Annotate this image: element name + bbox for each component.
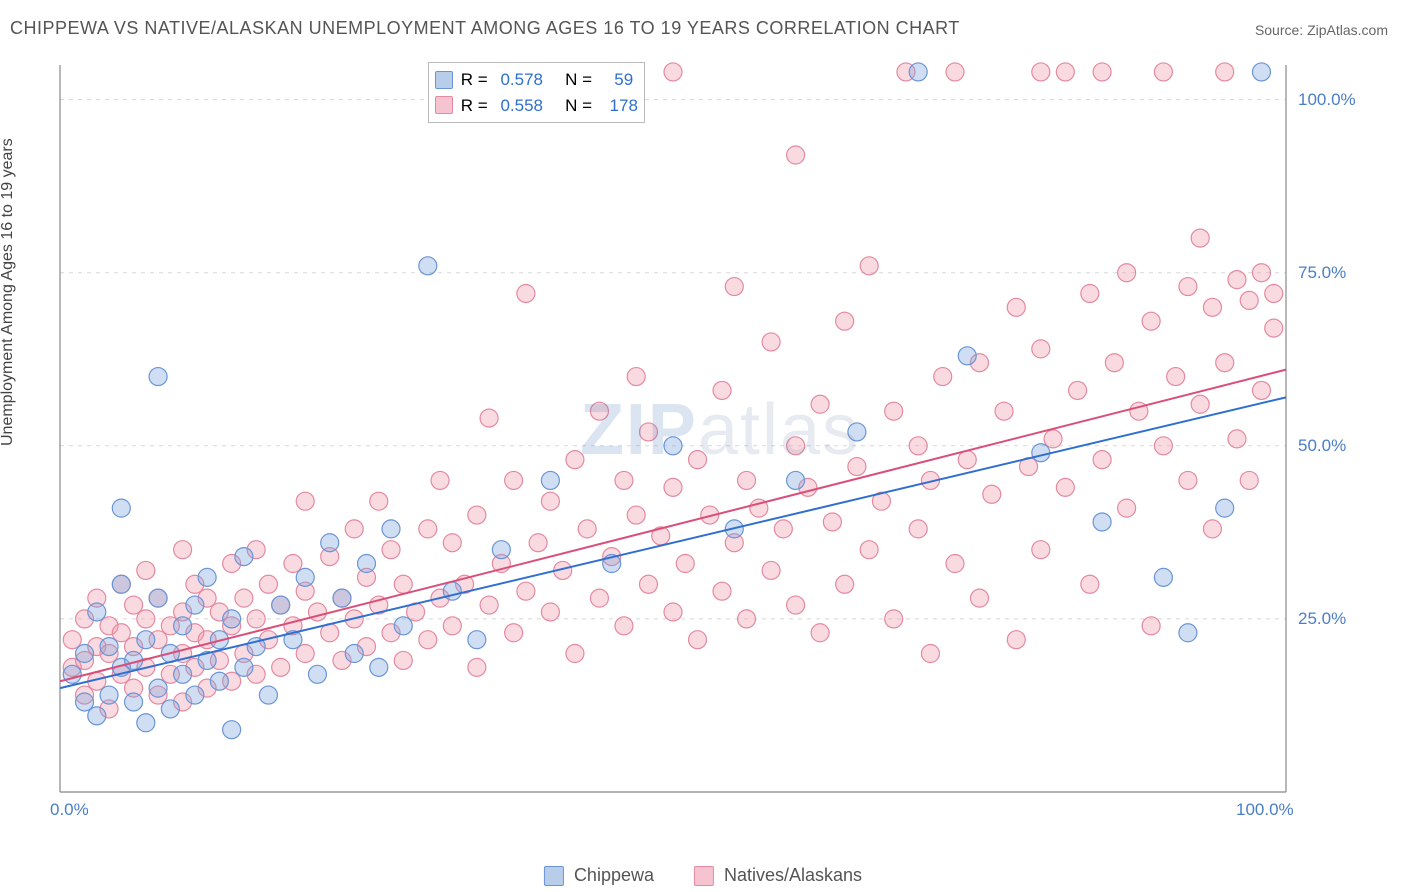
stats-r-label: R = [461, 93, 493, 119]
stats-row: R = 0.558 N = 178 [435, 93, 638, 119]
legend-item-chippewa: Chippewa [544, 865, 654, 886]
source-value: ZipAtlas.com [1307, 22, 1388, 38]
stats-n-label: N = [551, 67, 597, 93]
source-prefix: Source: [1255, 22, 1307, 38]
chart-title: CHIPPEWA VS NATIVE/ALASKAN UNEMPLOYMENT … [10, 18, 960, 39]
y-axis-label: Unemployment Among Ages 16 to 19 years [0, 138, 17, 446]
x-tick-1: 100.0% [1236, 800, 1294, 820]
stats-n-label: N = [551, 93, 597, 119]
stats-r-value: 0.558 [500, 93, 543, 119]
source-attribution: Source: ZipAtlas.com [1255, 22, 1388, 38]
plot-area: ZIPatlas R = 0.578 N = 59 R = 0.558 N = … [50, 60, 1390, 830]
chart-container: CHIPPEWA VS NATIVE/ALASKAN UNEMPLOYMENT … [0, 0, 1406, 892]
legend-label-chippewa: Chippewa [574, 865, 654, 886]
y-tick-2: 75.0% [1298, 263, 1346, 283]
stats-row: R = 0.578 N = 59 [435, 67, 638, 93]
y-tick-0: 25.0% [1298, 609, 1346, 629]
bottom-legend: Chippewa Natives/Alaskans [544, 865, 862, 886]
legend-item-natives: Natives/Alaskans [694, 865, 862, 886]
stats-swatch [435, 71, 453, 89]
legend-swatch-chippewa [544, 866, 564, 886]
stats-swatch [435, 96, 453, 114]
legend-label-natives: Natives/Alaskans [724, 865, 862, 886]
scatter-plot-svg [50, 60, 1356, 820]
stats-r-value: 0.578 [500, 67, 543, 93]
stats-r-label: R = [461, 67, 493, 93]
y-tick-3: 100.0% [1298, 90, 1356, 110]
stats-n-value: 59 [605, 67, 633, 93]
stats-n-value: 178 [605, 93, 638, 119]
x-tick-0: 0.0% [50, 800, 89, 820]
stats-legend-box: R = 0.578 N = 59 R = 0.558 N = 178 [428, 62, 645, 123]
legend-swatch-natives [694, 866, 714, 886]
y-tick-1: 50.0% [1298, 436, 1346, 456]
